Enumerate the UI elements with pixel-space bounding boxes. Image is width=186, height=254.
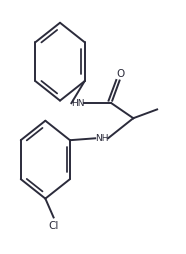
Text: NH: NH [95, 134, 109, 143]
Text: O: O [116, 69, 125, 79]
Text: Cl: Cl [48, 221, 59, 231]
Text: HN: HN [72, 99, 85, 108]
